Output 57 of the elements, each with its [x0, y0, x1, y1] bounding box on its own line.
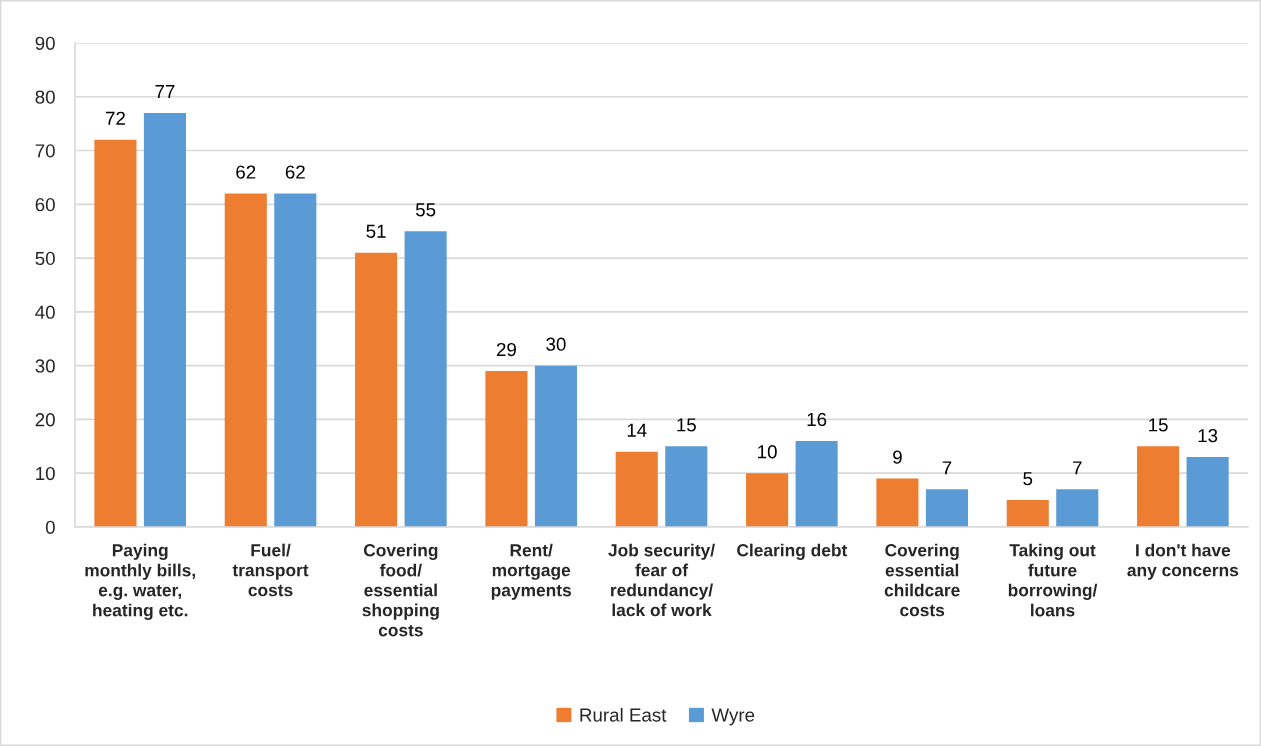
- data-label: 13: [1198, 428, 1218, 443]
- bar: [615, 451, 658, 527]
- bar: [665, 446, 708, 527]
- bar: [1137, 446, 1180, 527]
- y-tick-label: 10: [36, 466, 55, 481]
- x-tick-label: Taking out future borrowing/ loans: [1008, 543, 1098, 617]
- bar: [746, 473, 789, 527]
- data-label: 5: [1023, 472, 1033, 486]
- data-label: 55: [415, 203, 436, 217]
- data-label: 77: [155, 84, 175, 98]
- data-label: 51: [366, 224, 386, 238]
- x-tick-label: Covering essential childcare costs: [884, 543, 960, 617]
- y-tick-label: 0: [45, 520, 55, 534]
- y-tick-label: 60: [35, 198, 55, 212]
- data-label: 7: [1073, 461, 1082, 475]
- y-tick-label: 90: [35, 36, 55, 50]
- bar: [404, 231, 447, 527]
- bar: [94, 139, 137, 527]
- x-tick-label: I don't have any concerns: [1127, 543, 1239, 580]
- data-label: 72: [105, 111, 125, 125]
- data-label: 10: [758, 445, 777, 459]
- bar: [355, 252, 398, 527]
- data-label: 62: [236, 165, 256, 179]
- bar: [1006, 500, 1049, 527]
- data-label: 15: [677, 418, 696, 432]
- bar: [534, 365, 577, 527]
- legend-label: Rural East: [580, 707, 667, 722]
- x-tick-label: Fuel/ transport costs: [232, 543, 309, 597]
- data-label: 16: [807, 412, 827, 427]
- bar: [1056, 489, 1099, 527]
- bar: [485, 371, 528, 527]
- y-tick-label: 70: [35, 144, 55, 158]
- x-tick-label: Clearing debt: [737, 543, 848, 560]
- x-tick-label: Rent/ mortgage payments: [491, 543, 572, 600]
- x-tick-label: Job security/ fear of redundancy/ lack of work: [608, 543, 715, 617]
- data-label: 7: [942, 461, 952, 475]
- data-label: 29: [496, 342, 516, 357]
- bar: [224, 193, 267, 527]
- y-tick-label: 80: [35, 90, 55, 104]
- bar: [274, 193, 317, 527]
- bar: [795, 440, 838, 527]
- data-label: 15: [1149, 418, 1168, 432]
- bar: [876, 478, 919, 527]
- bar: [925, 489, 968, 527]
- x-tick-label: Covering food/ essential shopping costs: [362, 543, 439, 637]
- bar: [143, 112, 187, 527]
- data-label: 30: [546, 337, 566, 351]
- data-label: 14: [627, 423, 647, 437]
- y-tick-label: 20: [35, 413, 55, 427]
- x-tick-label: Paying monthly bills, e.g. water, heating etc.: [85, 543, 195, 620]
- y-tick-label: 40: [35, 305, 55, 319]
- legend-label: Wyre: [711, 708, 755, 726]
- bar: [1186, 457, 1229, 527]
- data-label: 9: [893, 450, 902, 464]
- y-tick-label: 50: [35, 251, 55, 266]
- data-label: 62: [285, 165, 305, 179]
- y-tick-label: 30: [35, 359, 55, 373]
